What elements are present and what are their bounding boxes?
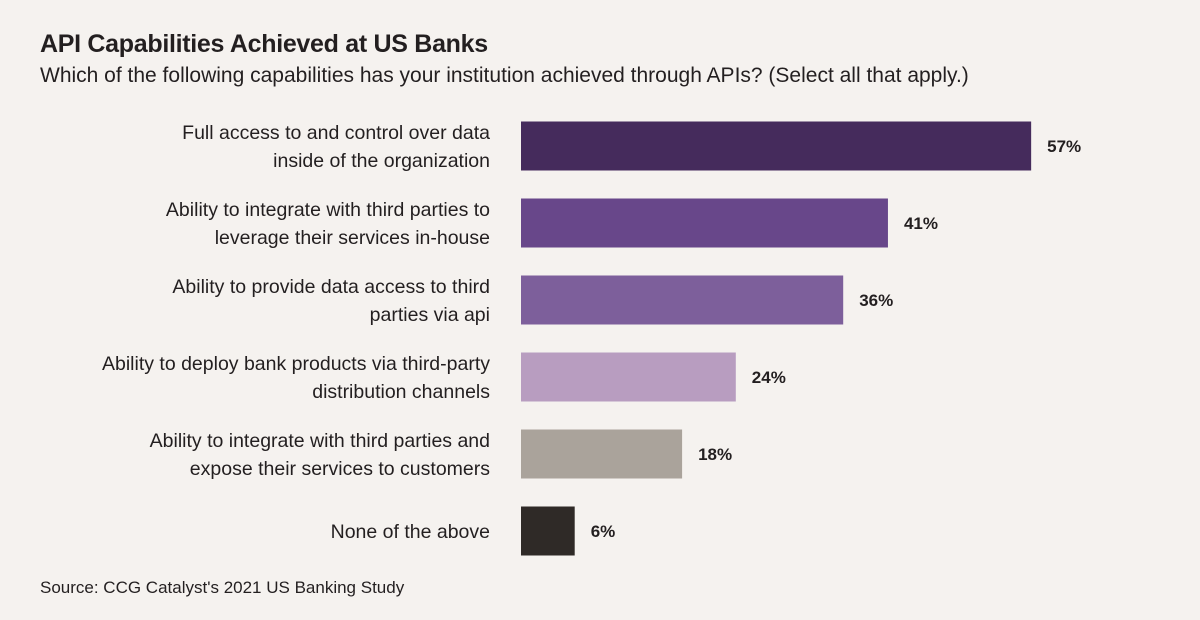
value-label-5: 18% <box>698 445 732 464</box>
value-label-2: 41% <box>904 214 938 233</box>
category-label-4: Ability to deploy bank products via thir… <box>102 353 490 403</box>
value-label-3: 36% <box>859 291 893 310</box>
bar-2 <box>521 198 888 248</box>
category-label-3: Ability to provide data access to third p… <box>172 276 490 326</box>
value-label-6: 6% <box>591 522 616 541</box>
bar-6 <box>521 506 575 556</box>
chart-subtitle: Which of the following capabilities has … <box>40 64 969 87</box>
chart-title: API Capabilities Achieved at US Banks <box>40 30 488 58</box>
bar-5 <box>521 429 683 479</box>
bar-3 <box>521 275 844 325</box>
bar-4 <box>521 352 736 402</box>
category-label-5: Ability to integrate with third parties … <box>150 430 491 480</box>
bar-1 <box>521 121 1032 171</box>
source-note: Source: CCG Catalyst's 2021 US Banking S… <box>40 578 405 597</box>
value-label-4: 24% <box>752 368 786 387</box>
value-label-1: 57% <box>1047 137 1081 156</box>
category-label-1: Full access to and control over data insi… <box>182 122 490 172</box>
category-label-6: None of the above <box>331 521 490 543</box>
category-label-2: Ability to integrate with third parties … <box>166 199 490 249</box>
